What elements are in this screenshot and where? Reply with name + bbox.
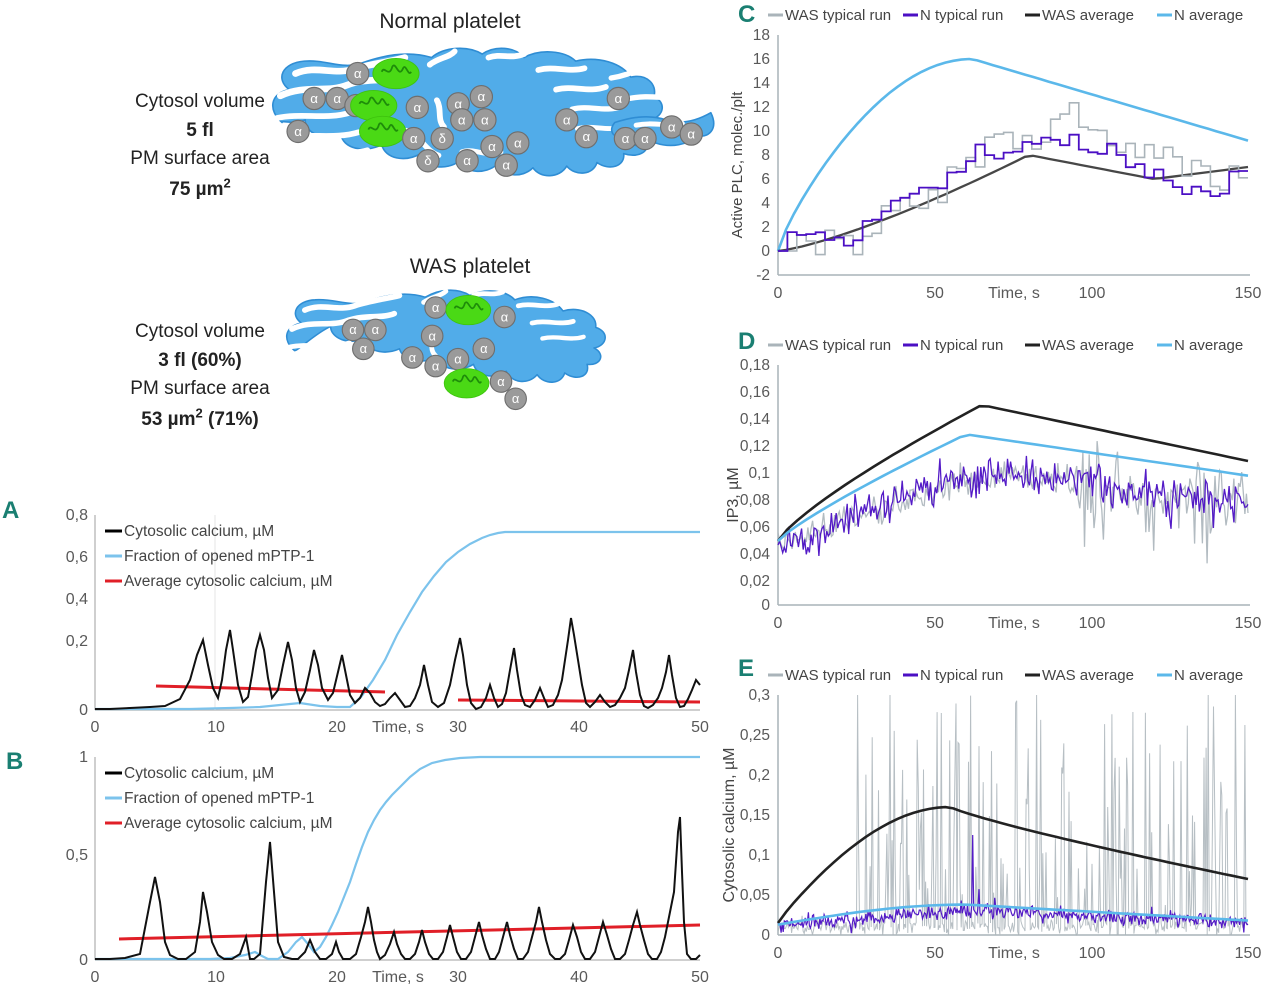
svg-text:16: 16 xyxy=(753,51,770,68)
svg-text:0,16: 0,16 xyxy=(740,384,770,401)
svg-text:0: 0 xyxy=(774,945,783,962)
svg-text:0,05: 0,05 xyxy=(740,887,770,904)
svg-text:20: 20 xyxy=(328,719,346,736)
svg-text:N typical run: N typical run xyxy=(920,7,1003,24)
svg-text:Time, s: Time, s xyxy=(988,945,1040,962)
svg-text:30: 30 xyxy=(449,969,467,986)
svg-text:0: 0 xyxy=(91,719,100,736)
svg-text:150: 150 xyxy=(1235,945,1262,962)
svg-text:0,2: 0,2 xyxy=(66,633,88,650)
svg-text:50: 50 xyxy=(691,719,709,736)
svg-text:150: 150 xyxy=(1235,615,1262,632)
svg-text:0,4: 0,4 xyxy=(66,591,88,608)
svg-text:0: 0 xyxy=(79,702,88,719)
svg-text:IP3, µM: IP3, µM xyxy=(725,467,742,522)
svg-text:WAS average: WAS average xyxy=(1042,667,1134,684)
svg-text:0,1: 0,1 xyxy=(748,465,770,482)
svg-text:WAS typical run: WAS typical run xyxy=(785,667,891,684)
svg-text:50: 50 xyxy=(691,969,709,986)
svg-text:0,5: 0,5 xyxy=(66,847,88,864)
svg-text:10: 10 xyxy=(207,969,225,986)
svg-text:0,12: 0,12 xyxy=(740,438,770,455)
svg-text:0,2: 0,2 xyxy=(748,767,770,784)
svg-text:100: 100 xyxy=(1079,945,1106,962)
svg-text:0,14: 0,14 xyxy=(740,411,771,428)
svg-text:N average: N average xyxy=(1174,337,1243,354)
svg-text:10: 10 xyxy=(753,123,771,140)
svg-text:WAS average: WAS average xyxy=(1042,7,1134,24)
svg-text:0,25: 0,25 xyxy=(740,727,770,744)
svg-text:6: 6 xyxy=(761,171,770,188)
svg-text:Time, s: Time, s xyxy=(988,615,1040,632)
svg-text:0,8: 0,8 xyxy=(66,507,88,524)
svg-text:2: 2 xyxy=(761,219,770,236)
svg-text:Average cytosolic calcium, µM: Average cytosolic calcium, µM xyxy=(124,815,333,832)
svg-text:0: 0 xyxy=(761,597,770,614)
svg-text:0,02: 0,02 xyxy=(740,573,770,590)
svg-text:100: 100 xyxy=(1079,285,1106,302)
svg-text:50: 50 xyxy=(926,285,944,302)
svg-text:8: 8 xyxy=(761,147,770,164)
svg-text:-2: -2 xyxy=(756,267,770,284)
svg-text:0: 0 xyxy=(91,969,100,986)
svg-text:14: 14 xyxy=(753,75,771,92)
svg-text:Cytosolic calcium, µM: Cytosolic calcium, µM xyxy=(124,765,274,782)
svg-text:WAS average: WAS average xyxy=(1042,337,1134,354)
svg-text:Average cytosolic calcium, µM: Average cytosolic calcium, µM xyxy=(124,573,333,590)
svg-text:WAS typical run: WAS typical run xyxy=(785,337,891,354)
svg-text:0,18: 0,18 xyxy=(740,357,770,374)
svg-text:0: 0 xyxy=(774,285,783,302)
svg-text:18: 18 xyxy=(753,27,770,44)
svg-text:Cytosolic calcium, µM: Cytosolic calcium, µM xyxy=(124,523,274,540)
svg-text:0,08: 0,08 xyxy=(740,492,770,509)
svg-text:0,3: 0,3 xyxy=(748,687,770,704)
svg-text:0,6: 0,6 xyxy=(66,549,88,566)
svg-text:12: 12 xyxy=(753,99,770,116)
svg-text:0,04: 0,04 xyxy=(740,546,771,563)
svg-text:0,1: 0,1 xyxy=(748,847,770,864)
svg-text:Active PLC, molec./plt: Active PLC, molec./plt xyxy=(729,91,746,239)
svg-text:Cytosolic calcium, µM: Cytosolic calcium, µM xyxy=(721,747,738,902)
svg-text:WAS typical run: WAS typical run xyxy=(785,7,891,24)
svg-text:Fraction of opened mPTP-1: Fraction of opened mPTP-1 xyxy=(124,790,314,807)
svg-text:N typical run: N typical run xyxy=(920,337,1003,354)
svg-text:0,06: 0,06 xyxy=(740,519,770,536)
svg-text:0: 0 xyxy=(79,952,88,969)
svg-text:0: 0 xyxy=(774,615,783,632)
svg-text:40: 40 xyxy=(570,969,588,986)
svg-text:N typical run: N typical run xyxy=(920,667,1003,684)
svg-text:50: 50 xyxy=(926,945,944,962)
svg-text:150: 150 xyxy=(1235,285,1262,302)
svg-text:N average: N average xyxy=(1174,667,1243,684)
svg-text:Fraction of opened mPTP-1: Fraction of opened mPTP-1 xyxy=(124,548,314,565)
svg-text:0: 0 xyxy=(761,927,770,944)
svg-text:30: 30 xyxy=(449,719,467,736)
svg-text:20: 20 xyxy=(328,969,346,986)
svg-text:1: 1 xyxy=(79,749,88,766)
svg-text:40: 40 xyxy=(570,719,588,736)
svg-text:4: 4 xyxy=(761,195,770,212)
svg-text:0: 0 xyxy=(761,243,770,260)
svg-text:Time, s: Time, s xyxy=(988,285,1040,302)
svg-text:Time, s: Time, s xyxy=(372,719,424,736)
svg-text:100: 100 xyxy=(1079,615,1106,632)
svg-text:10: 10 xyxy=(207,719,225,736)
svg-text:0,15: 0,15 xyxy=(740,807,770,824)
svg-text:N average: N average xyxy=(1174,7,1243,24)
svg-text:50: 50 xyxy=(926,615,944,632)
svg-text:Time, s: Time, s xyxy=(372,969,424,986)
